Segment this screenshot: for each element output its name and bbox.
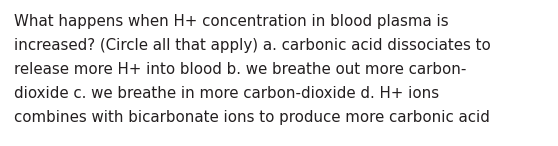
Text: increased? (Circle all that apply) a. carbonic acid dissociates to: increased? (Circle all that apply) a. ca…	[14, 38, 490, 53]
Text: dioxide c. we breathe in more carbon-dioxide d. H+ ions: dioxide c. we breathe in more carbon-dio…	[14, 86, 439, 101]
Text: What happens when H+ concentration in blood plasma is: What happens when H+ concentration in bl…	[14, 14, 449, 29]
Text: combines with bicarbonate ions to produce more carbonic acid: combines with bicarbonate ions to produc…	[14, 110, 490, 125]
Text: release more H+ into blood b. we breathe out more carbon-: release more H+ into blood b. we breathe…	[14, 62, 466, 77]
